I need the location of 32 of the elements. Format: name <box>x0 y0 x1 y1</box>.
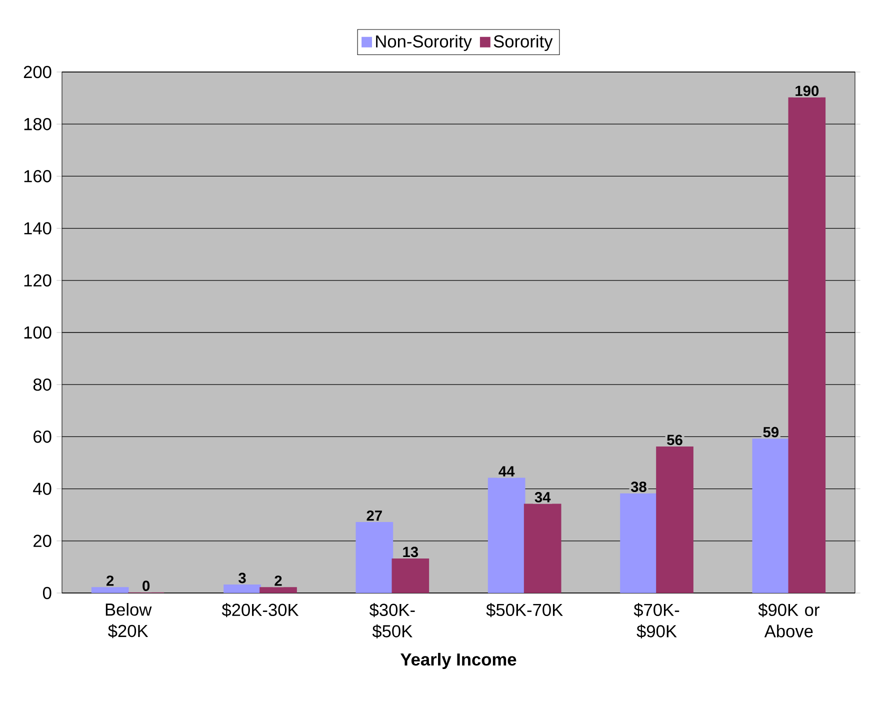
y-tick-label: 180 <box>24 118 52 130</box>
y-tick-label: 80 <box>33 378 52 391</box>
x-tick-label: $70K-$90K <box>634 603 680 638</box>
data-label: 38 <box>630 482 646 492</box>
data-label: 0 <box>142 580 150 592</box>
data-label: 190 <box>796 86 819 96</box>
x-tick-label: $50K-70K <box>486 603 563 618</box>
data-label: 56 <box>667 434 682 446</box>
y-tick-label: 140 <box>24 222 52 234</box>
data-label: 13 <box>403 546 418 558</box>
data-label: 44 <box>498 466 515 476</box>
y-tick-label: 20 <box>34 534 52 548</box>
y-tick-label: 40 <box>33 482 52 495</box>
legend-label: Sorority <box>494 34 553 51</box>
y-tick-label: 60 <box>34 430 52 443</box>
y-tick-label: 200 <box>24 66 52 78</box>
x-tick-label: $90K or Above <box>758 603 820 638</box>
x-tick-label: $20K-30K <box>222 603 299 618</box>
legend-label: Non-Sorority <box>376 34 472 51</box>
x-tick-label: $30K-$50K <box>369 603 415 638</box>
data-label: 34 <box>534 492 551 502</box>
data-label: 3 <box>238 572 246 584</box>
y-tick-label: 0 <box>42 586 52 600</box>
y-tick-label: 100 <box>24 326 52 339</box>
data-label: 2 <box>106 576 114 586</box>
y-tick-label: 120 <box>24 274 52 287</box>
x-tick-label: Below $20K <box>106 603 152 638</box>
data-label: 27 <box>366 510 382 521</box>
x-axis-title: Yearly Income <box>400 652 516 670</box>
y-tick-label: 160 <box>24 170 52 182</box>
data-label: 2 <box>274 576 282 586</box>
data-label: 59 <box>763 426 779 438</box>
